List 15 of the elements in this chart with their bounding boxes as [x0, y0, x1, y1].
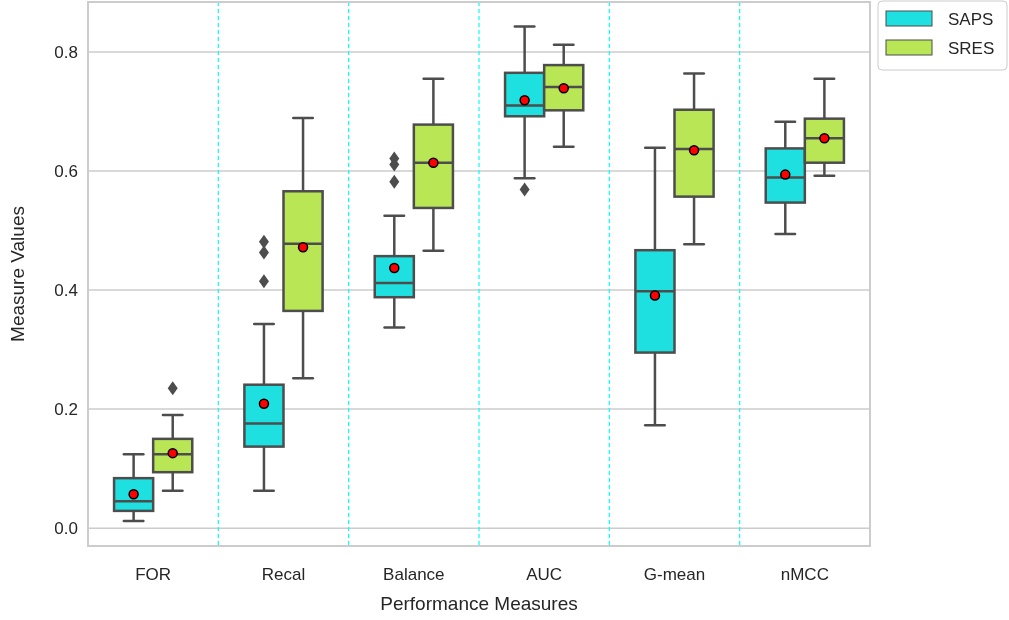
y-tick-label: 0.6	[54, 161, 78, 181]
x-tick-label: G-mean	[643, 565, 706, 584]
y-tick-label: 0.0	[54, 519, 78, 539]
x-tick-label: Balance	[383, 565, 445, 584]
y-axis-title: Measure Values	[7, 206, 28, 342]
legend-label: SRES	[948, 38, 995, 58]
x-tick-label: FOR	[135, 565, 172, 584]
y-tick-label: 0.8	[54, 42, 78, 62]
y-tick-label: 0.2	[54, 400, 78, 420]
legend-label: SAPS	[948, 9, 994, 29]
x-tick-label: Recal	[261, 565, 306, 584]
x-tick-label: nMCC	[780, 565, 829, 584]
y-tick-label: 0.4	[54, 281, 78, 301]
x-axis-title: Performance Measures	[380, 593, 578, 614]
x-tick-label: AUC	[526, 565, 563, 584]
